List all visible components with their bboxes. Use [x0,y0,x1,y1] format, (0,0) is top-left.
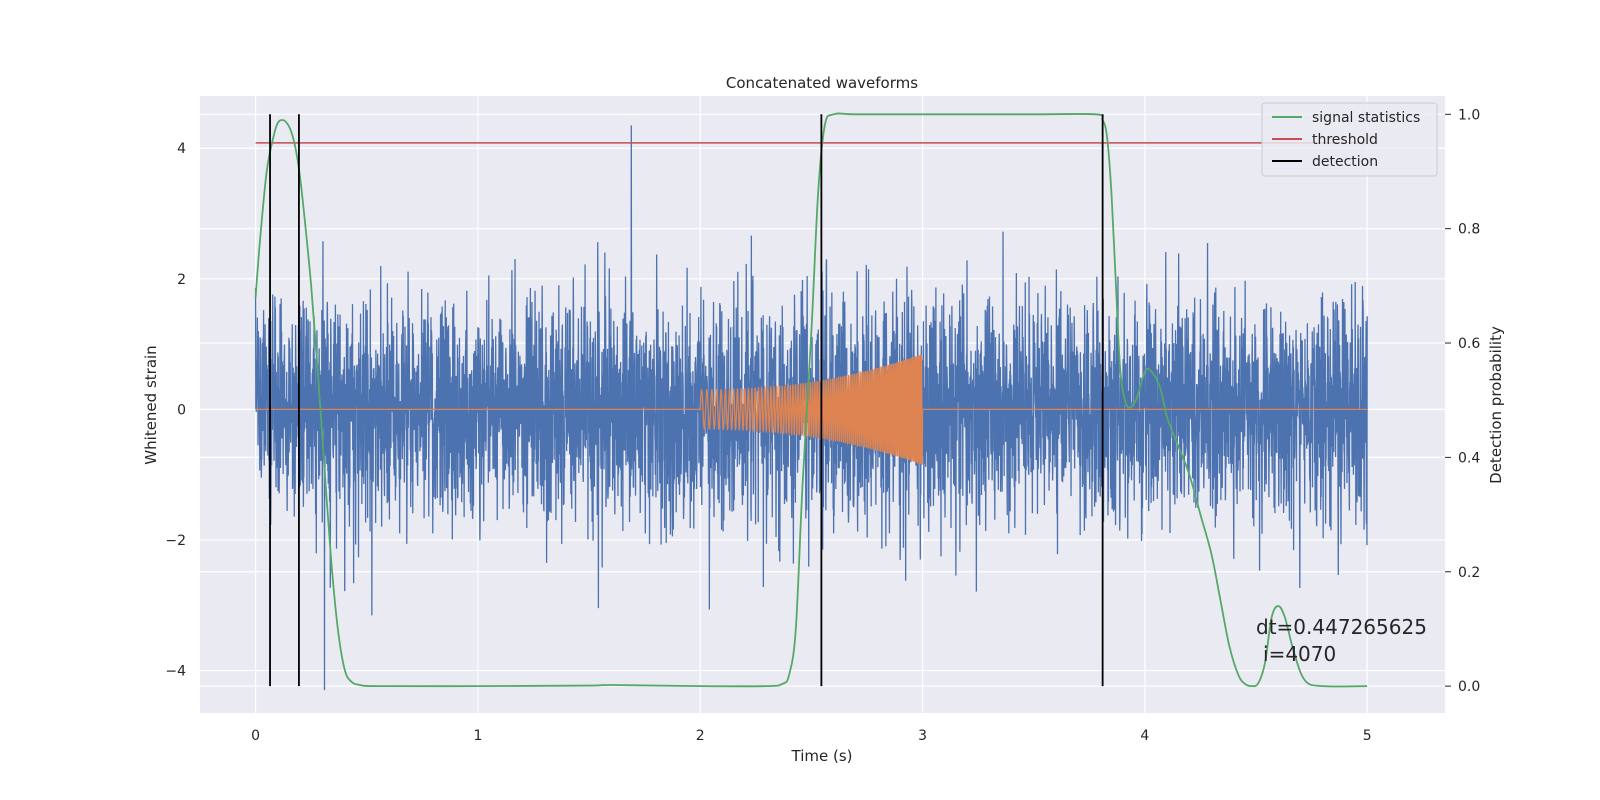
detection-lines [269,114,1104,687]
x-tick-label: 4 [1140,728,1149,744]
injected-waveform-line [255,354,1368,465]
y-tick-label: 4 [177,141,186,157]
x-tick-label: 5 [1363,728,1372,744]
x-axis-label: Time (s) [791,747,853,765]
tick-labels: 0 1 2 3 4 5 −4 −2 0 2 4 0.0 0.2 0.4 0.6 0.8 1.0 [165,107,1480,744]
y2-axis-label: Detection probability [1487,326,1505,484]
y2-tick-label: 0.6 [1458,336,1480,352]
y2-tick-label: 0.0 [1458,679,1480,695]
y2-tick-label: 0.2 [1458,565,1480,581]
y-tick-label: 0 [177,402,186,418]
x-tick-label: 1 [473,728,482,744]
legend: signal statistics threshold detection [1261,102,1438,177]
signal-statistics-series [254,112,1368,688]
x-tick-label: 2 [696,728,705,744]
legend-label: detection [1312,154,1378,170]
legend-box [1261,102,1438,177]
legend-label: threshold [1312,132,1378,148]
injected-waveform-series [255,354,1368,465]
strain-series [254,125,1368,691]
y-tick-label: 2 [177,272,186,288]
legend-label: signal statistics [1312,110,1420,126]
x-tick-label: 0 [251,728,260,744]
y2-tick-label: 0.8 [1458,222,1480,238]
strain-line [254,125,1368,691]
y2-tick-label: 1.0 [1458,107,1480,123]
annotation-index: i=4070 [1263,642,1336,666]
y2-tick-label: 0.4 [1458,450,1480,466]
x-tick-label: 3 [918,728,927,744]
chart-title: Concatenated waveforms [726,74,918,92]
annotation-dt: dt=0.447265625 [1256,615,1427,639]
annotation: dt=0.447265625 i=4070 [1256,615,1427,666]
y-tick-label: −2 [165,533,186,549]
signal-statistics-line [254,112,1368,688]
y-tick-label: −4 [165,664,186,680]
y-axis-label: Whitened strain [142,345,160,464]
